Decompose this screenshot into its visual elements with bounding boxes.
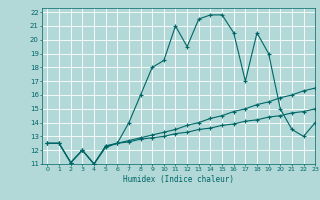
X-axis label: Humidex (Indice chaleur): Humidex (Indice chaleur): [123, 175, 234, 184]
